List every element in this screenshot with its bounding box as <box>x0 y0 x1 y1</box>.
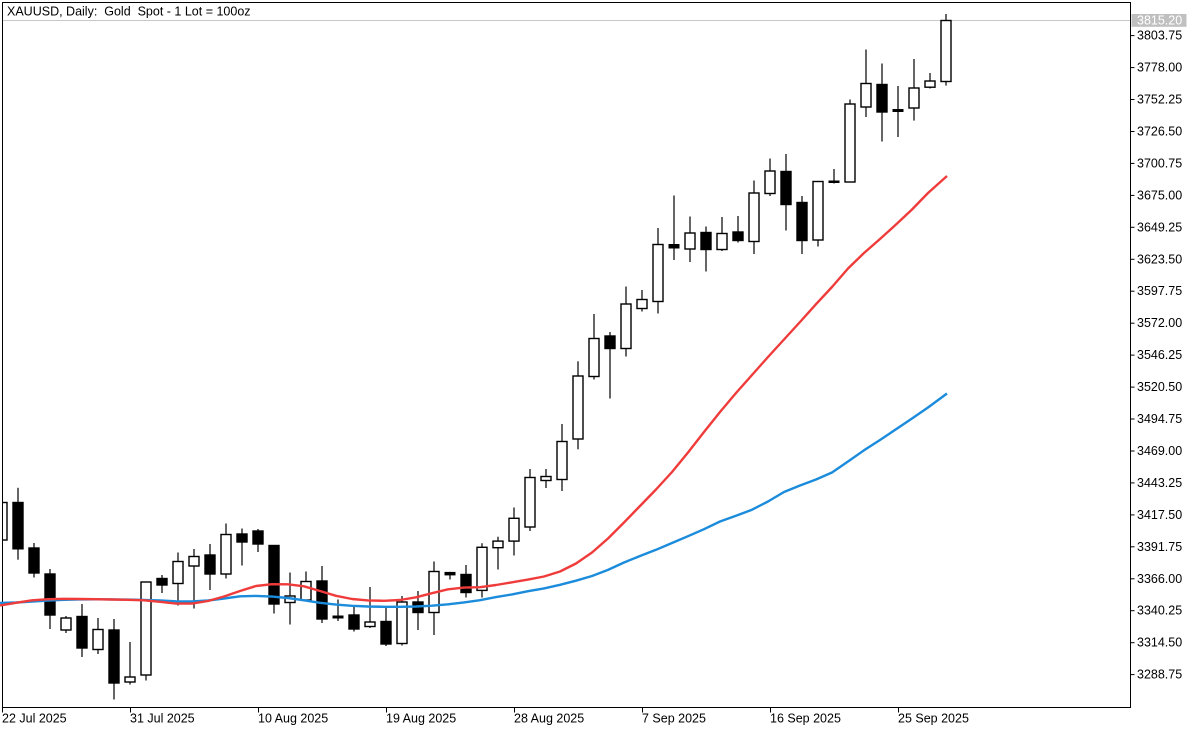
svg-text:3288.75: 3288.75 <box>1137 668 1182 682</box>
svg-text:19 Aug 2025: 19 Aug 2025 <box>386 712 456 726</box>
svg-text:3469.00: 3469.00 <box>1137 444 1182 458</box>
svg-text:28 Aug 2025: 28 Aug 2025 <box>514 712 584 726</box>
svg-text:10 Aug 2025: 10 Aug 2025 <box>258 712 328 726</box>
svg-text:25 Sep 2025: 25 Sep 2025 <box>898 712 969 726</box>
svg-text:22 Jul 2025: 22 Jul 2025 <box>2 712 67 726</box>
svg-text:7 Sep 2025: 7 Sep 2025 <box>642 712 706 726</box>
svg-text:3752.25: 3752.25 <box>1137 93 1182 107</box>
svg-text:3546.25: 3546.25 <box>1137 348 1182 362</box>
svg-text:3726.50: 3726.50 <box>1137 125 1182 139</box>
svg-text:3700.75: 3700.75 <box>1137 156 1182 170</box>
svg-text:3597.75: 3597.75 <box>1137 284 1182 298</box>
svg-text:XAUUSD, Daily: Gold Spot - 1: XAUUSD, Daily: Gold Spot - 1 Lot = 100oz <box>7 5 251 19</box>
svg-text:3391.75: 3391.75 <box>1137 540 1182 554</box>
svg-text:3623.50: 3623.50 <box>1137 252 1182 266</box>
svg-text:3572.00: 3572.00 <box>1137 316 1182 330</box>
svg-text:3520.50: 3520.50 <box>1137 380 1182 394</box>
svg-text:3778.00: 3778.00 <box>1137 61 1182 75</box>
svg-text:3675.00: 3675.00 <box>1137 188 1182 202</box>
svg-text:3366.00: 3366.00 <box>1137 572 1182 586</box>
svg-text:3803.75: 3803.75 <box>1137 29 1182 43</box>
svg-text:31 Jul 2025: 31 Jul 2025 <box>130 712 195 726</box>
svg-text:3443.25: 3443.25 <box>1137 476 1182 490</box>
svg-text:16 Sep 2025: 16 Sep 2025 <box>770 712 841 726</box>
svg-text:3815.20: 3815.20 <box>1137 14 1182 28</box>
svg-text:3340.25: 3340.25 <box>1137 604 1182 618</box>
svg-text:3649.25: 3649.25 <box>1137 220 1182 234</box>
svg-text:3417.50: 3417.50 <box>1137 508 1182 522</box>
svg-text:3314.50: 3314.50 <box>1137 636 1182 650</box>
svg-text:3494.75: 3494.75 <box>1137 412 1182 426</box>
